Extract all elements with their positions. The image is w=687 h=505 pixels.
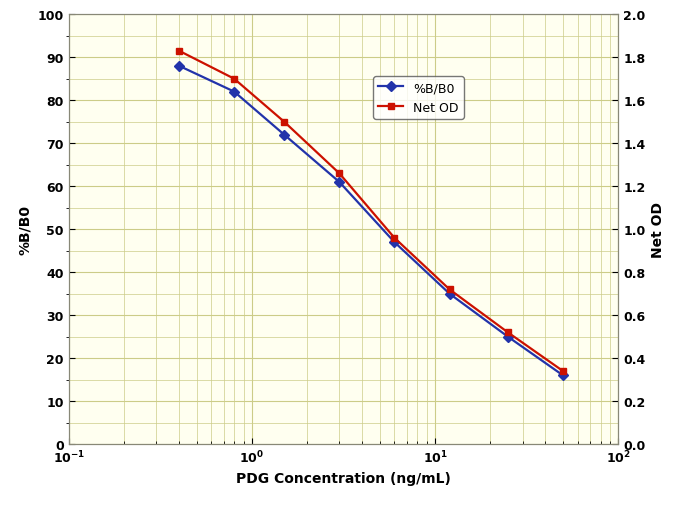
Legend: %B/B0, Net OD: %B/B0, Net OD bbox=[373, 77, 464, 119]
X-axis label: PDG Concentration (ng/mL): PDG Concentration (ng/mL) bbox=[236, 471, 451, 485]
Line: Net OD: Net OD bbox=[175, 48, 567, 375]
Net OD bbox=[390, 235, 398, 241]
Net OD bbox=[335, 171, 344, 177]
%B/B0 bbox=[175, 64, 183, 70]
Line: %B/B0: %B/B0 bbox=[175, 63, 567, 379]
Net OD bbox=[504, 330, 512, 336]
%B/B0 bbox=[559, 373, 567, 379]
%B/B0 bbox=[335, 179, 344, 185]
%B/B0 bbox=[390, 239, 398, 245]
Net OD bbox=[445, 287, 453, 293]
%B/B0 bbox=[230, 89, 238, 95]
Y-axis label: %B/B0: %B/B0 bbox=[18, 205, 32, 255]
Net OD bbox=[559, 369, 567, 375]
%B/B0 bbox=[280, 132, 289, 138]
Y-axis label: Net OD: Net OD bbox=[651, 202, 665, 258]
%B/B0 bbox=[504, 334, 512, 340]
%B/B0 bbox=[445, 291, 453, 297]
Net OD bbox=[230, 76, 238, 82]
Net OD bbox=[280, 119, 289, 125]
Net OD bbox=[175, 48, 183, 55]
